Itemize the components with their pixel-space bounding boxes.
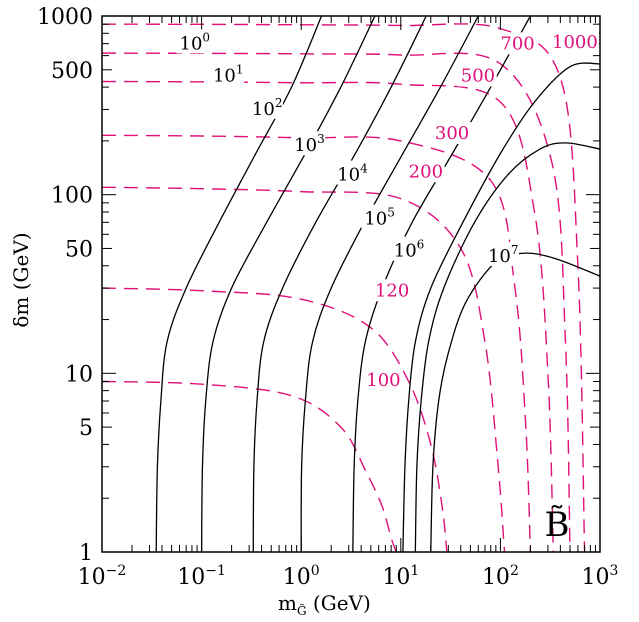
solid-label-exp: 3	[317, 132, 325, 146]
y-tick-label: 1000	[37, 5, 93, 30]
solid-label-bg	[484, 241, 519, 266]
svg-text:mG̃ (GeV): mG̃ (GeV)	[278, 591, 371, 618]
solid-label-base: 10	[337, 165, 360, 186]
x-tick-exp: 2	[510, 563, 519, 579]
dashed-curve-label: 1000	[552, 32, 598, 53]
x-tick-exp: 0	[311, 563, 320, 579]
solid-curve-label: 105	[364, 206, 395, 230]
solid-label-base: 10	[180, 33, 203, 54]
solid-curve-1e0	[155, 16, 323, 552]
x-tick-label: 10−2	[78, 563, 127, 590]
solid-label-bg	[334, 160, 369, 185]
x-axis-title-unit: (GeV)	[313, 591, 371, 615]
dashed-curve-label: 500	[461, 65, 495, 86]
solid-curve-label: 104	[337, 162, 368, 186]
dashed-curve-label: 300	[435, 123, 469, 144]
solid-label-exp: 4	[360, 162, 368, 176]
dashed-curve-label: 200	[409, 161, 443, 182]
dashed-label-bg	[405, 160, 445, 183]
solid-label-bg	[176, 29, 211, 54]
solid-label-base: 10	[488, 246, 511, 267]
solid-label-base: 10	[394, 241, 417, 262]
dashed-label-bg	[457, 64, 497, 87]
solid-label-base: 10	[364, 209, 387, 230]
dashed-curves	[102, 23, 586, 552]
x-tick-base: 10	[382, 565, 410, 590]
solid-curve-label: 106	[394, 238, 425, 262]
solid-curve-label: 100	[180, 30, 211, 54]
solid-curve-1e7	[430, 252, 600, 552]
x-tick-label: 102	[482, 563, 519, 590]
dashed-curve-label: 100	[366, 370, 400, 391]
curve-labels: 1001011021031041051061071001202003005007…	[176, 29, 600, 391]
y-tick-label: 1	[79, 541, 93, 566]
solid-curve-label: 102	[252, 96, 283, 120]
x-tick-base: 10	[78, 565, 106, 590]
x-tick-base: 10	[582, 565, 610, 590]
y-tick-label: 500	[51, 59, 93, 84]
dashed-curve-120	[102, 287, 448, 552]
solid-curve-1e6	[414, 142, 600, 552]
dashed-label-bg	[363, 368, 403, 391]
y-tick-label: 5	[79, 416, 93, 441]
x-axis-title-main: m	[278, 591, 297, 615]
x-tick-label: 10−1	[177, 563, 226, 590]
dashed-curve-500	[102, 80, 555, 552]
solid-curve-1e2	[252, 16, 427, 552]
y-tick-label: 100	[51, 184, 93, 209]
solid-label-base: 10	[252, 99, 275, 120]
dashed-curve-300	[102, 134, 532, 552]
solid-curve-1e5	[402, 62, 600, 552]
x-tick-exp: 3	[610, 563, 619, 579]
solid-label-bg	[248, 94, 283, 119]
dashed-curve-label: 700	[500, 33, 534, 54]
solid-label-exp: 7	[511, 243, 519, 257]
solid-curve-label: 107	[488, 243, 519, 267]
solid-label-exp: 0	[202, 30, 210, 44]
y-axis-title: δm (GeV)	[9, 232, 33, 327]
solid-label-exp: 6	[417, 238, 425, 252]
solid-label-bg	[209, 61, 244, 86]
dashed-curve-100	[102, 380, 397, 552]
dashed-label-bg	[431, 121, 471, 144]
solid-curve-1e1	[200, 16, 376, 552]
solid-label-bg	[361, 204, 396, 229]
x-tick-base: 10	[283, 565, 311, 590]
dashed-curve-200	[102, 186, 506, 552]
solid-label-bg	[291, 131, 326, 156]
solid-curve-label: 103	[294, 132, 325, 156]
solid-curve-label: 101	[213, 62, 244, 86]
x-tick-exp: −1	[205, 563, 226, 579]
solid-curve-1e3	[300, 16, 479, 552]
dashed-curve-label: 120	[375, 280, 409, 301]
dashed-curve-700	[102, 52, 571, 552]
dashed-curve-1000	[102, 23, 586, 552]
solid-label-exp: 5	[387, 206, 395, 220]
plot-frame	[101, 15, 601, 553]
dashed-label-bg	[497, 32, 537, 55]
x-tick-base: 10	[177, 565, 205, 590]
solid-label-exp: 2	[275, 96, 283, 110]
dashed-label-bg	[549, 31, 600, 54]
x-axis-title: mG̃ (GeV)	[278, 591, 371, 618]
solid-label-exp: 1	[236, 62, 244, 76]
x-tick-label: 103	[582, 563, 619, 590]
x-tick-label: 101	[382, 563, 419, 590]
y-tick-label: 10	[65, 362, 93, 387]
x-tick-label: 100	[283, 563, 320, 590]
x-tick-base: 10	[482, 565, 510, 590]
panel-label: B̃	[545, 505, 570, 545]
x-tick-exp: −2	[106, 563, 127, 579]
y-tick-label: 50	[65, 237, 93, 262]
x-axis-title-sub: G̃	[297, 603, 307, 618]
x-tick-exp: 1	[410, 563, 419, 579]
dashed-label-bg	[371, 279, 411, 302]
axis-ticks	[101, 15, 601, 553]
solid-label-base: 10	[294, 135, 317, 156]
solid-label-base: 10	[213, 65, 236, 86]
solid-label-bg	[390, 236, 425, 261]
